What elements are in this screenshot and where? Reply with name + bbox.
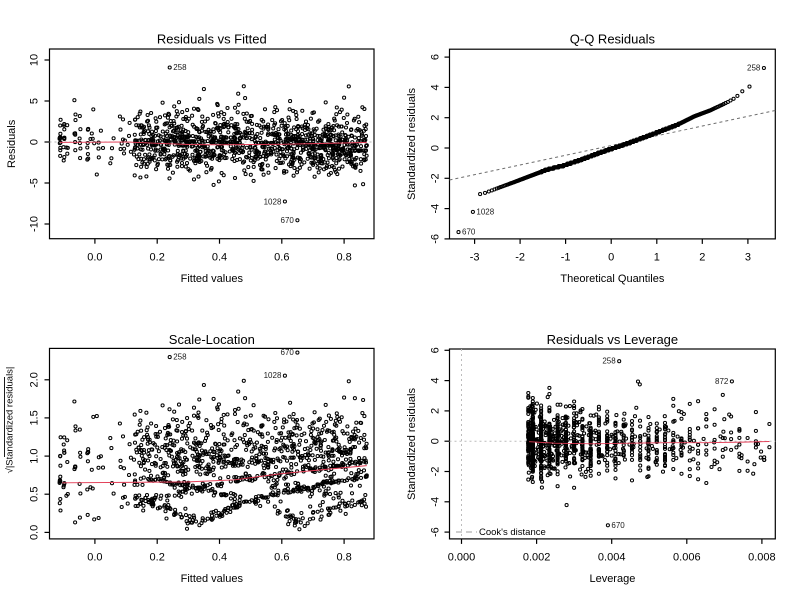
svg-text:6: 6 bbox=[430, 54, 442, 60]
svg-text:1028: 1028 bbox=[264, 371, 282, 380]
svg-text:0.0: 0.0 bbox=[87, 552, 102, 564]
svg-text:0.0: 0.0 bbox=[87, 252, 102, 264]
svg-text:-2: -2 bbox=[430, 173, 442, 183]
svg-text:-1: -1 bbox=[561, 252, 571, 264]
svg-text:Residuals: Residuals bbox=[6, 119, 18, 168]
svg-text:0.8: 0.8 bbox=[336, 252, 351, 264]
svg-text:-5: -5 bbox=[29, 178, 41, 188]
svg-text:Theoretical Quantiles: Theoretical Quantiles bbox=[560, 273, 664, 285]
svg-text:258: 258 bbox=[173, 353, 187, 362]
svg-text:0: 0 bbox=[608, 252, 614, 264]
svg-text:0.5: 0.5 bbox=[29, 487, 41, 502]
svg-text:0.4: 0.4 bbox=[212, 252, 227, 264]
svg-text:0.6: 0.6 bbox=[274, 552, 289, 564]
svg-text:-4: -4 bbox=[430, 204, 442, 214]
svg-text:1028: 1028 bbox=[264, 197, 282, 206]
svg-text:670: 670 bbox=[462, 228, 476, 237]
svg-text:0.8: 0.8 bbox=[336, 552, 351, 564]
svg-text:258: 258 bbox=[747, 64, 761, 73]
svg-text:5: 5 bbox=[29, 98, 41, 104]
svg-text:-10: -10 bbox=[29, 216, 41, 232]
svg-text:1.0: 1.0 bbox=[29, 448, 41, 463]
svg-text:Residuals vs Fitted: Residuals vs Fitted bbox=[157, 32, 267, 47]
svg-text:670: 670 bbox=[281, 216, 295, 225]
svg-text:1028: 1028 bbox=[476, 207, 494, 216]
svg-text:2.0: 2.0 bbox=[29, 372, 41, 387]
svg-text:1: 1 bbox=[654, 252, 660, 264]
svg-text:Standardized residuals: Standardized residuals bbox=[406, 88, 418, 200]
svg-text:Q-Q Residuals: Q-Q Residuals bbox=[570, 32, 656, 47]
svg-text:1.5: 1.5 bbox=[29, 410, 41, 425]
svg-text:Scale-Location: Scale-Location bbox=[169, 332, 255, 347]
svg-text:Fitted values: Fitted values bbox=[181, 573, 244, 585]
svg-text:258: 258 bbox=[173, 63, 187, 72]
svg-text:0: 0 bbox=[430, 145, 442, 151]
svg-text:Fitted values: Fitted values bbox=[181, 273, 244, 285]
svg-text:2: 2 bbox=[699, 252, 705, 264]
svg-text:3: 3 bbox=[745, 252, 751, 264]
svg-text:√|Standardized residuals|: √|Standardized residuals| bbox=[5, 367, 16, 474]
svg-text:10: 10 bbox=[29, 54, 41, 66]
svg-text:0.2: 0.2 bbox=[150, 552, 165, 564]
svg-text:670: 670 bbox=[281, 348, 295, 357]
svg-text:0: 0 bbox=[29, 139, 41, 145]
svg-text:0.6: 0.6 bbox=[274, 252, 289, 264]
svg-text:0.4: 0.4 bbox=[212, 552, 227, 564]
svg-text:2: 2 bbox=[430, 115, 442, 121]
svg-text:-6: -6 bbox=[430, 234, 442, 244]
svg-text:-3: -3 bbox=[470, 252, 480, 264]
svg-text:-2: -2 bbox=[515, 252, 525, 264]
svg-text:0.0: 0.0 bbox=[29, 525, 41, 540]
svg-text:4: 4 bbox=[430, 84, 442, 90]
svg-text:0.2: 0.2 bbox=[150, 252, 165, 264]
